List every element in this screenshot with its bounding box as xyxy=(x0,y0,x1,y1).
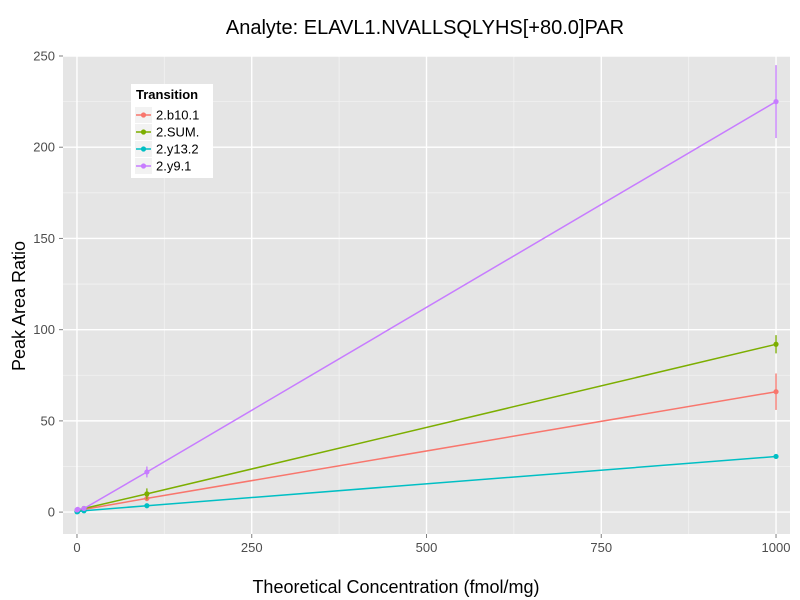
legend-label: 2.y9.1 xyxy=(156,159,191,174)
chart-title: Analyte: ELAVL1.NVALLSQLYHS[+80.0]PAR xyxy=(226,17,624,39)
legend-label: 2.b10.1 xyxy=(156,108,199,123)
y-tick-label: 100 xyxy=(33,322,55,337)
x-tick-label: 750 xyxy=(590,540,612,555)
legend-label: 2.y13.2 xyxy=(156,142,199,157)
x-axis-title: Theoretical Concentration (fmol/mg) xyxy=(252,577,539,597)
y-tick-label: 200 xyxy=(33,140,55,155)
data-point xyxy=(773,99,779,105)
x-tick-label: 0 xyxy=(73,540,80,555)
legend-title: Transition xyxy=(136,87,198,102)
y-tick-label: 250 xyxy=(33,49,55,64)
x-tick-label: 500 xyxy=(416,540,438,555)
series-4 xyxy=(74,65,779,513)
data-point xyxy=(75,506,81,512)
data-point xyxy=(773,453,779,460)
legend-key-point xyxy=(140,163,147,169)
legend-key-point xyxy=(140,129,147,135)
axis-ticks: 0 250 500 750 1000 0 50 100 150 200 250 xyxy=(33,49,790,556)
legend-key-point xyxy=(140,112,147,118)
data-point xyxy=(773,389,779,395)
y-tick-label: 0 xyxy=(48,505,55,520)
data-point xyxy=(773,341,779,347)
legend-items: 2.b10.1 2.SUM. 2.y13.2 2.y9.1 xyxy=(135,107,199,174)
legend-key-point xyxy=(140,146,147,152)
data-point xyxy=(144,491,150,497)
data-point xyxy=(81,505,87,512)
legend-label: 2.SUM. xyxy=(156,125,199,140)
y-tick-label: 150 xyxy=(33,231,55,246)
data-point xyxy=(144,503,150,509)
x-tick-label: 1000 xyxy=(762,540,791,555)
x-tick-label: 250 xyxy=(241,540,263,555)
data-point xyxy=(144,469,150,475)
y-axis-title: Peak Area Ratio xyxy=(9,241,29,371)
legend: Transition 2.b10.1 2.SUM. 2.y13.2 2.y9.1 xyxy=(131,84,213,178)
y-tick-label: 50 xyxy=(41,413,55,428)
grid xyxy=(63,55,790,534)
series-layer xyxy=(74,65,779,515)
